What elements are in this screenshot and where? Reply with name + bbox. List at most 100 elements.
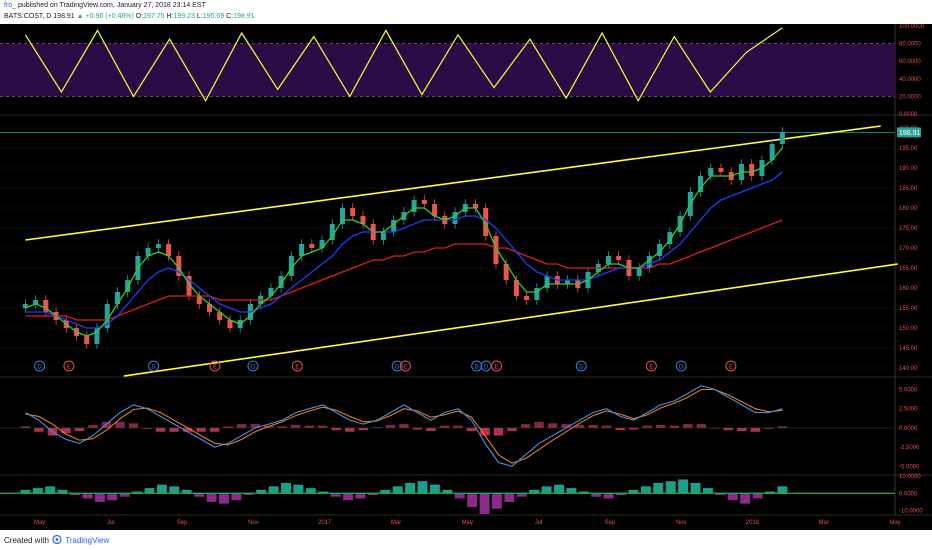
macd-histogram-bar (331, 427, 342, 431)
earnings-marker (399, 360, 411, 372)
channel-lower-line (123, 263, 898, 377)
author-link[interactable]: fro_ (4, 2, 17, 9)
time-axis-tick: Mar (391, 520, 401, 526)
macd-histogram-bar (547, 423, 558, 428)
oscillator-bar (380, 489, 391, 494)
tradingview-link[interactable]: TradingView (65, 536, 110, 545)
event-marker-label: D (484, 364, 489, 370)
candle-body (166, 244, 172, 256)
event-marker-label: D (579, 364, 584, 370)
rsi-line (24, 27, 783, 103)
dividend-marker (675, 360, 687, 372)
macd-histogram-bar (764, 427, 774, 429)
price-axis-tick: 175.00 (899, 226, 918, 232)
macd-histogram-bar (439, 425, 450, 428)
candle-body (411, 200, 417, 212)
oscillator-bar (355, 493, 366, 499)
candle-body (340, 208, 346, 224)
sma-long-line (25, 219, 783, 321)
oscillator-bar (628, 489, 639, 494)
oscillator-bar (516, 493, 527, 497)
oscillator-bar (417, 481, 428, 494)
candle-body (155, 244, 161, 248)
oscillator-bar (82, 493, 93, 499)
oscillator-bar (467, 493, 478, 508)
high-value: 199.23 (173, 13, 195, 20)
price-change: ▲ +0.96 (+0.48%) (76, 13, 134, 20)
chart-header: fro_ published on TradingView.com, Janua… (0, 0, 932, 24)
macd-histogram-bar (615, 427, 625, 431)
event-marker-label: E (213, 364, 217, 370)
oscillator-bar (640, 486, 651, 494)
oscillator-bar (504, 493, 515, 502)
oscillator-bar (20, 489, 31, 494)
oscillator-bar (268, 486, 279, 494)
oscillator-bar (740, 493, 751, 504)
last-price-tag-bg (897, 127, 921, 138)
earnings-marker (491, 360, 503, 372)
macd-axis-tick: 0.0000 (899, 426, 918, 432)
ohlc-legend: BATS:COST, D 198.91 ▲ +0.96 (+0.48%) O:1… (4, 13, 255, 20)
time-axis-tick: May (34, 520, 45, 526)
oscillator-axis-tick: 0.0000 (899, 491, 918, 497)
candle-body (360, 216, 366, 224)
macd-histogram-bar (291, 424, 301, 428)
oscillator-bar (591, 493, 602, 497)
oscillator-bar (119, 493, 130, 497)
oscillator-bar (318, 491, 329, 494)
macd-histogram-bar (520, 424, 531, 428)
macd-histogram-bar (223, 426, 233, 428)
macd-axis-tick: 5.0000 (899, 388, 918, 394)
candle-body (636, 268, 642, 276)
earnings-marker (209, 360, 221, 372)
candle-body (605, 256, 611, 264)
macd-histogram-bar (601, 425, 612, 428)
macd-histogram-bar (20, 426, 31, 428)
rsi-axis-tick: 20.0000 (899, 94, 921, 100)
candle-body (646, 256, 652, 268)
oscillator-bar (678, 479, 689, 494)
chart-canvas[interactable]: 100.0000 80.0000 60.0000 40.0000 20.0000 0.00… (0, 24, 932, 530)
low-value: 195.69 (202, 13, 225, 20)
macd-axis-tick: -2.5000 (899, 445, 920, 451)
event-marker-label: E (67, 364, 71, 370)
price-axis-tick: 140.00 (899, 366, 918, 372)
rsi-axis-tick: 0.0000 (899, 112, 918, 118)
oscillator-bar (665, 481, 676, 494)
oscillator-bar (653, 482, 664, 494)
macd-histogram-bar (750, 427, 761, 432)
macd-histogram-bar (466, 427, 477, 431)
candle-body (299, 244, 305, 256)
candle-body (186, 276, 192, 296)
symbol-label[interactable]: BATS:COST, D (4, 13, 52, 20)
candle-body (22, 304, 28, 308)
macd-histogram-bar (169, 427, 179, 432)
price-axis-tick: 190.00 (899, 166, 918, 172)
candle-body (483, 208, 489, 236)
candle-body (309, 244, 315, 248)
rsi-axis-tick: 40.0000 (899, 77, 921, 83)
oscillator-bar (343, 493, 354, 501)
oscillator-bar (243, 493, 254, 495)
oscillator-bar (70, 493, 80, 495)
high-label: H: (166, 13, 174, 20)
macd-histogram-bar (777, 426, 788, 428)
candle-body (421, 200, 427, 204)
candle-body (104, 304, 110, 328)
oscillator-bar (169, 486, 180, 494)
macd-histogram-bar (737, 427, 747, 431)
price-axis-tick: 185.00 (899, 186, 918, 192)
candle-body (94, 328, 100, 344)
candle-body (534, 288, 540, 300)
oscillator-bar (690, 482, 701, 494)
event-marker-label: D (151, 364, 156, 370)
macd-histogram-bar (304, 425, 314, 428)
macd-histogram-bar (628, 427, 639, 430)
candle-body (319, 240, 325, 248)
oscillator-axis-tick: -10.0000 (899, 509, 923, 515)
macd-histogram-bar (182, 427, 193, 432)
candle-body (657, 244, 663, 256)
rsi-axis-tick: 100.0000 (899, 24, 925, 30)
macd-histogram-bar (480, 427, 490, 436)
oscillator-bar (218, 493, 229, 504)
